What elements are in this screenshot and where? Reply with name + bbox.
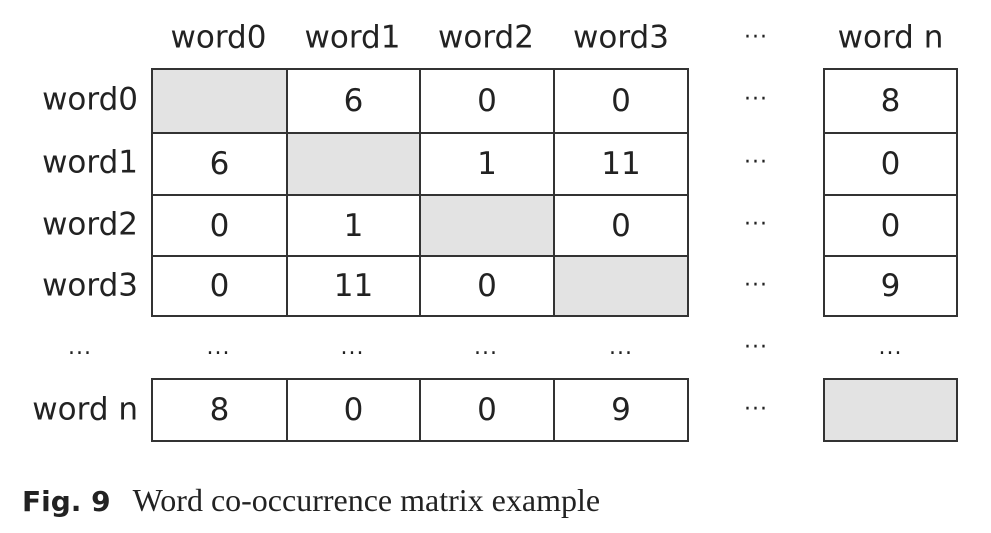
matrix-cell: 9	[553, 378, 689, 442]
matrix-cell: 6	[286, 68, 421, 134]
column-header: word3	[573, 19, 669, 56]
ellipsis-mark: ···	[744, 334, 768, 360]
matrix-cell: 0	[151, 194, 288, 257]
matrix-cell: 1	[286, 194, 421, 257]
matrix-cell: 8	[151, 378, 288, 442]
row-header: word0	[42, 81, 138, 118]
ellipsis-mark: ···	[744, 150, 768, 175]
matrix-cell: 1	[419, 132, 555, 196]
ellipsis-mark: ···	[744, 87, 768, 112]
row-header: word1	[42, 144, 138, 181]
matrix-cell: 0	[823, 194, 958, 257]
figure-caption-text: Word co-occurrence matrix example	[132, 482, 601, 518]
matrix-cell: 0	[286, 378, 421, 442]
matrix-cell: 9	[823, 255, 958, 317]
figure-label: Fig. 9	[22, 485, 111, 518]
ellipsis-mark: ···	[744, 397, 768, 422]
matrix-cell-diagonal	[823, 378, 958, 442]
matrix-cell: 0	[419, 378, 555, 442]
ellipsis-mark: ...	[206, 334, 231, 360]
row-header: word2	[42, 206, 138, 242]
figure-caption: Fig. 9 Word co-occurrence matrix example	[22, 482, 600, 519]
matrix-cell: 0	[151, 255, 288, 317]
matrix-cell-diagonal	[286, 132, 421, 196]
matrix-cell: 11	[553, 132, 689, 196]
column-header: word1	[304, 19, 401, 56]
matrix-cell: 0	[823, 132, 958, 196]
matrix-cell: 0	[553, 194, 689, 257]
column-header: word n	[837, 19, 944, 56]
matrix-cell-diagonal	[151, 68, 288, 134]
ellipsis-mark: ...	[609, 334, 633, 360]
row-header: ...	[68, 334, 92, 360]
column-header: word0	[170, 19, 267, 56]
ellipsis-mark: ···	[744, 211, 768, 237]
matrix-cell: 11	[286, 255, 421, 317]
ellipsis-mark: ...	[340, 334, 365, 360]
matrix-cell: 0	[553, 68, 689, 134]
column-header: ···	[744, 25, 768, 50]
row-header: word3	[42, 267, 138, 304]
row-header: word n	[32, 391, 138, 428]
matrix-cell: 0	[419, 255, 555, 317]
matrix-cell-diagonal	[553, 255, 689, 317]
column-header: word2	[438, 19, 534, 56]
matrix-cell-diagonal	[419, 194, 555, 257]
matrix-cell: 6	[151, 132, 288, 196]
ellipsis-mark: ...	[474, 334, 498, 360]
ellipsis-mark: ···	[744, 273, 768, 298]
ellipsis-mark: ...	[878, 334, 903, 360]
matrix-cell: 0	[419, 68, 555, 134]
matrix-cell: 8	[823, 68, 958, 134]
